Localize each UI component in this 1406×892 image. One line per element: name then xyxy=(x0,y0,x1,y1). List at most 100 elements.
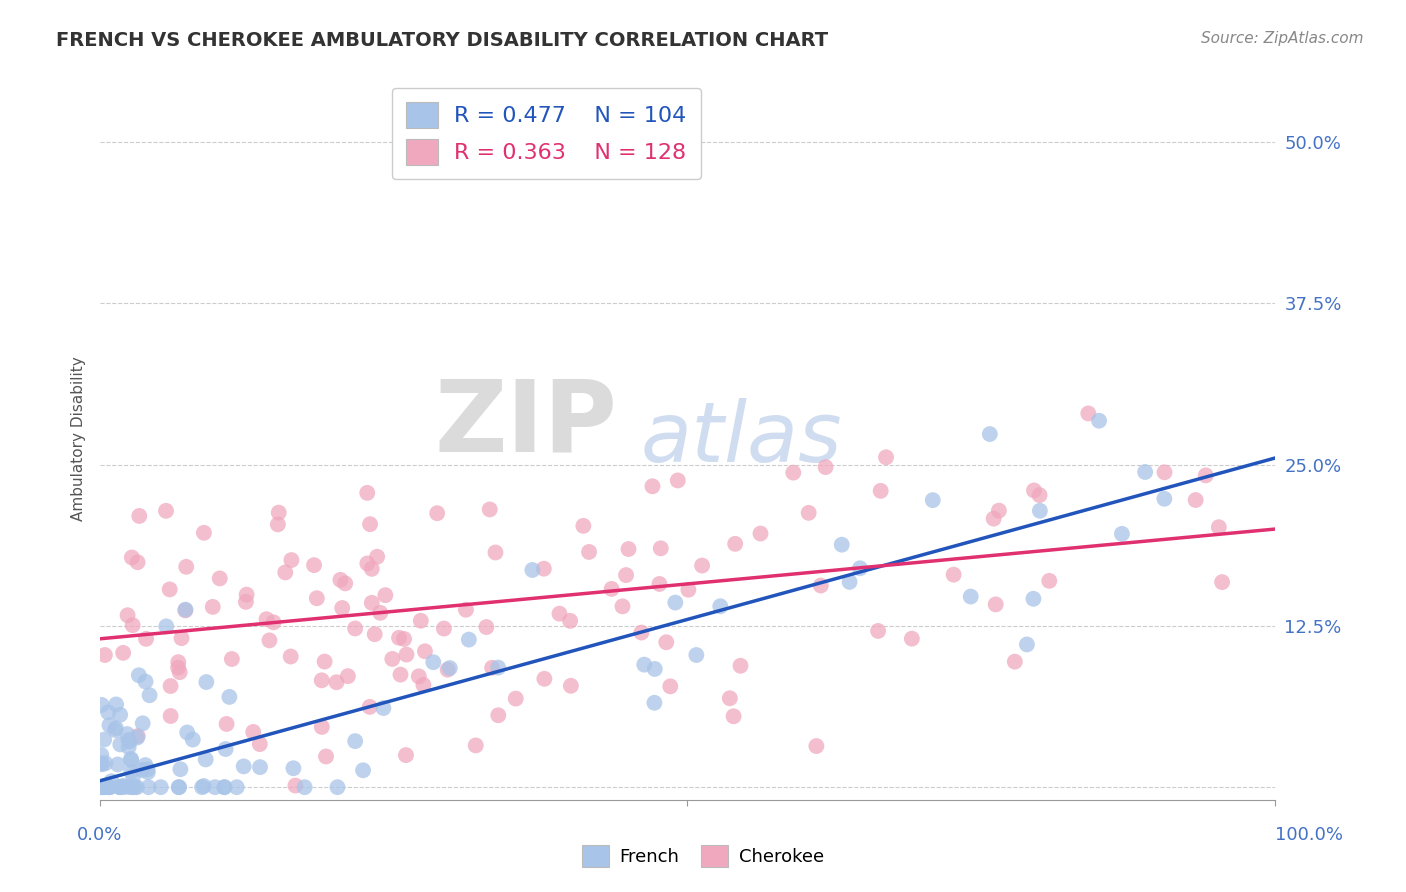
Text: 100.0%: 100.0% xyxy=(1275,826,1343,844)
Point xyxy=(136,765,159,780)
Point xyxy=(120,752,142,766)
Point xyxy=(93,780,115,794)
Point xyxy=(256,612,278,626)
Point xyxy=(174,559,197,574)
Point xyxy=(169,665,191,680)
Point xyxy=(314,655,336,669)
Point xyxy=(191,780,214,794)
Point xyxy=(335,576,357,591)
Point xyxy=(359,699,381,714)
Point xyxy=(124,780,146,794)
Point xyxy=(664,596,686,610)
Point xyxy=(1028,488,1050,502)
Point xyxy=(1195,468,1218,483)
Point xyxy=(131,763,153,777)
Point xyxy=(422,655,444,669)
Point xyxy=(454,603,477,617)
Point xyxy=(560,679,582,693)
Point xyxy=(643,696,665,710)
Point xyxy=(1184,493,1206,508)
Point xyxy=(572,519,595,533)
Point xyxy=(121,618,143,632)
Point xyxy=(98,780,121,794)
Point xyxy=(112,646,135,660)
Point xyxy=(280,649,302,664)
Point xyxy=(159,709,181,723)
Point xyxy=(214,742,236,756)
Point xyxy=(214,780,236,794)
Point xyxy=(90,780,112,794)
Point xyxy=(633,657,655,672)
Point xyxy=(110,780,132,794)
Point xyxy=(249,737,271,751)
Point xyxy=(90,698,112,712)
Point xyxy=(225,780,247,794)
Point xyxy=(167,660,190,674)
Point xyxy=(134,758,156,772)
Point xyxy=(1015,637,1038,651)
Point xyxy=(93,732,115,747)
Point xyxy=(135,632,157,646)
Point xyxy=(91,757,114,772)
Point xyxy=(600,582,623,596)
Point xyxy=(326,780,349,794)
Point xyxy=(356,486,378,500)
Point xyxy=(120,780,142,794)
Point xyxy=(280,553,302,567)
Point xyxy=(125,780,148,794)
Point xyxy=(987,503,1010,517)
Point xyxy=(127,731,149,745)
Point xyxy=(90,780,112,794)
Point xyxy=(644,662,666,676)
Point xyxy=(117,733,139,747)
Point xyxy=(90,756,112,771)
Point xyxy=(201,599,224,614)
Point xyxy=(475,620,498,634)
Point xyxy=(360,596,382,610)
Point xyxy=(522,563,544,577)
Point xyxy=(94,756,117,771)
Point xyxy=(176,725,198,739)
Point xyxy=(481,661,503,675)
Point xyxy=(344,622,367,636)
Point xyxy=(478,502,501,516)
Point xyxy=(436,663,458,677)
Point xyxy=(283,761,305,775)
Point xyxy=(294,780,316,794)
Point xyxy=(98,718,121,732)
Text: Source: ZipAtlas.com: Source: ZipAtlas.com xyxy=(1201,31,1364,46)
Legend: R = 0.477    N = 104, R = 0.363    N = 128: R = 0.477 N = 104, R = 0.363 N = 128 xyxy=(392,87,702,179)
Point xyxy=(120,764,142,779)
Point xyxy=(98,780,121,794)
Point xyxy=(849,561,872,575)
Point xyxy=(409,614,432,628)
Point xyxy=(1022,591,1045,606)
Point xyxy=(167,655,190,669)
Point xyxy=(215,717,238,731)
Point xyxy=(263,615,285,630)
Point xyxy=(630,625,652,640)
Point xyxy=(232,759,254,773)
Point xyxy=(678,582,700,597)
Point xyxy=(128,508,150,523)
Point xyxy=(724,537,747,551)
Point xyxy=(648,577,671,591)
Point xyxy=(193,525,215,540)
Point xyxy=(94,648,117,662)
Point xyxy=(869,483,891,498)
Point xyxy=(408,669,430,683)
Point xyxy=(329,573,352,587)
Point xyxy=(730,658,752,673)
Point xyxy=(149,780,172,794)
Point xyxy=(360,562,382,576)
Point xyxy=(412,678,434,692)
Point xyxy=(614,568,637,582)
Text: ZIP: ZIP xyxy=(434,376,617,473)
Point xyxy=(810,578,832,592)
Point xyxy=(195,675,218,690)
Point xyxy=(1029,504,1052,518)
Point xyxy=(1038,574,1060,588)
Point xyxy=(486,708,509,723)
Point xyxy=(98,780,121,794)
Point xyxy=(806,739,828,753)
